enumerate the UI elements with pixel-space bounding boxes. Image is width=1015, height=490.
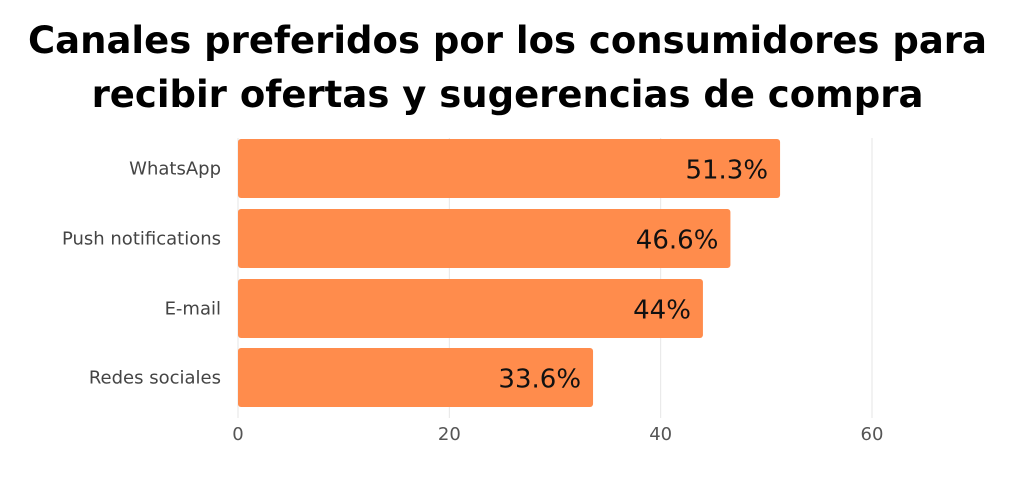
bar-whatsapp <box>238 139 781 198</box>
chart-title-line-1: Canales preferidos por los consumidores … <box>27 19 988 62</box>
chart-title-line-2: recibir ofertas y sugerencias de compra <box>91 73 924 116</box>
value-label: 51.3% <box>685 156 768 186</box>
x-tick-label: 40 <box>649 424 672 445</box>
x-axis-ticks: 0 20 40 60 <box>232 424 883 445</box>
bars <box>238 139 781 407</box>
category-label: Redes sociales <box>89 368 221 389</box>
x-tick-label: 0 <box>232 424 243 445</box>
value-label: 44% <box>633 296 691 326</box>
x-tick-label: 20 <box>438 424 461 445</box>
category-label: WhatsApp <box>129 159 221 180</box>
chart-title: Canales preferidos por los consumidores … <box>0 14 1015 122</box>
category-labels: WhatsApp Push notifications E-mail Redes so… <box>62 159 221 389</box>
category-label: E-mail <box>165 299 221 320</box>
x-tick-label: 60 <box>861 424 884 445</box>
value-labels: 51.3% 46.6% 44% 33.6% <box>498 156 768 395</box>
bar-e-mail <box>238 279 703 338</box>
category-label: Push notifications <box>62 229 221 250</box>
value-label: 33.6% <box>498 365 581 395</box>
value-label: 46.6% <box>636 226 719 256</box>
bar-redes-sociales <box>238 348 594 407</box>
bar-push-notifications <box>238 209 731 268</box>
